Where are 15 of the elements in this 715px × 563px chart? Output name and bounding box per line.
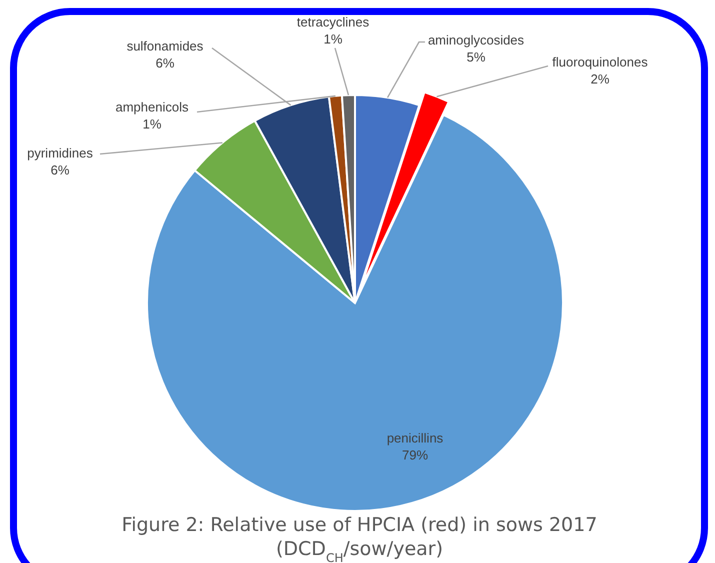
- data-label: 6%: [50, 162, 70, 178]
- text: Figure 2: Relative use of HPCIA (red) in sows 2017 (DCD$_{CH}$/sow/year): [122, 514, 598, 563]
- data-label: 1%: [142, 116, 162, 132]
- slice-label: tetracyclines: [296, 14, 370, 30]
- slice-label: fluoroquinolones: [552, 54, 648, 70]
- data-label: 2%: [590, 71, 610, 86]
- slice-label: pyrimidines: [27, 146, 94, 161]
- slice-label: sulfonamides: [126, 38, 204, 54]
- slice-label: aminoglycosides: [428, 32, 525, 48]
- slice-label: amphenicols: [116, 100, 189, 115]
- data-label: 1%: [324, 31, 343, 46]
- slice-label: penicillins: [386, 430, 444, 446]
- data-label: 6%: [156, 55, 175, 70]
- data-label: 79%: [402, 447, 428, 462]
- data-label: 5%: [466, 49, 486, 64]
